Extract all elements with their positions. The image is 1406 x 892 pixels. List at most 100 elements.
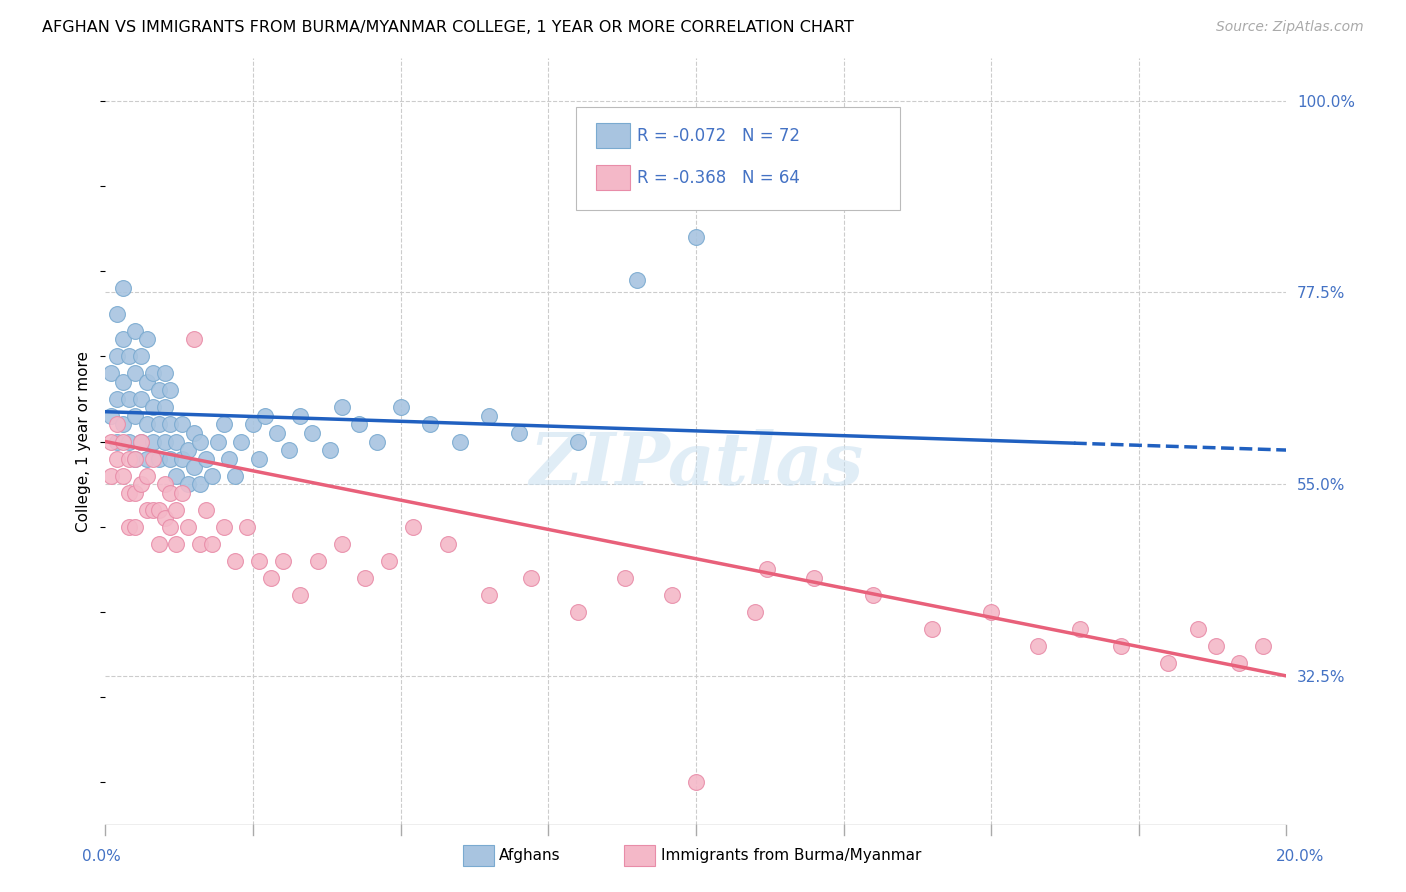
Text: 20.0%: 20.0%	[1277, 849, 1324, 864]
Point	[129, 349, 152, 363]
Point	[135, 417, 157, 432]
Point	[212, 417, 235, 432]
Point	[153, 477, 176, 491]
Point	[124, 409, 146, 423]
Text: College, 1 year or more: College, 1 year or more	[76, 351, 91, 532]
Point	[212, 520, 235, 534]
Point	[118, 392, 141, 406]
Point	[100, 409, 122, 423]
Point	[148, 502, 170, 516]
Text: R = -0.368   N = 64: R = -0.368 N = 64	[637, 169, 800, 186]
Point	[172, 451, 194, 466]
Point	[142, 502, 165, 516]
Point	[177, 520, 200, 534]
Point	[1157, 656, 1180, 670]
Point	[100, 468, 122, 483]
Point	[1205, 639, 1227, 653]
Point	[519, 571, 541, 585]
Point	[112, 281, 135, 295]
Point	[112, 332, 135, 346]
Text: Afghans: Afghans	[499, 848, 561, 863]
Point	[253, 409, 276, 423]
Point	[172, 417, 194, 432]
Point	[105, 307, 128, 321]
Point	[1028, 639, 1050, 653]
Point	[159, 384, 181, 398]
Point	[661, 588, 683, 602]
Point	[129, 434, 152, 449]
Point	[478, 588, 501, 602]
Point	[231, 434, 253, 449]
Point	[105, 392, 128, 406]
Point	[389, 401, 412, 415]
Point	[218, 451, 240, 466]
Point	[135, 502, 157, 516]
Point	[112, 434, 135, 449]
Point	[129, 477, 152, 491]
Point	[148, 384, 170, 398]
Point	[153, 511, 176, 525]
Point	[118, 434, 141, 449]
Text: AFGHAN VS IMMIGRANTS FROM BURMA/MYANMAR COLLEGE, 1 YEAR OR MORE CORRELATION CHAR: AFGHAN VS IMMIGRANTS FROM BURMA/MYANMAR …	[42, 20, 853, 35]
Point	[118, 349, 141, 363]
Point	[165, 502, 187, 516]
Point	[508, 425, 530, 440]
Point	[118, 451, 141, 466]
Point	[201, 468, 224, 483]
Point	[188, 537, 211, 551]
Point	[266, 425, 288, 440]
Point	[105, 349, 128, 363]
Point	[354, 571, 377, 585]
Point	[194, 451, 217, 466]
Point	[148, 417, 170, 432]
Point	[153, 367, 176, 381]
Point	[366, 434, 388, 449]
Point	[153, 434, 176, 449]
Point	[980, 605, 1002, 619]
Point	[165, 468, 187, 483]
Point	[685, 775, 707, 789]
Point	[449, 434, 471, 449]
Point	[207, 434, 229, 449]
Point	[349, 417, 371, 432]
Point	[105, 451, 128, 466]
Point	[135, 332, 157, 346]
Point	[290, 588, 312, 602]
Point	[124, 367, 146, 381]
Point	[135, 375, 157, 389]
Point	[921, 622, 943, 636]
Point	[194, 502, 217, 516]
Point	[142, 367, 165, 381]
Point	[567, 434, 589, 449]
Point	[112, 417, 135, 432]
Point	[290, 409, 312, 423]
Point	[401, 520, 423, 534]
Point	[124, 485, 146, 500]
Point	[142, 401, 165, 415]
Point	[437, 537, 460, 551]
Point	[142, 451, 165, 466]
Point	[100, 367, 122, 381]
Point	[419, 417, 441, 432]
Point	[271, 554, 294, 568]
Point	[1187, 622, 1209, 636]
Point	[242, 417, 264, 432]
Point	[378, 554, 401, 568]
Point	[188, 477, 211, 491]
Point	[118, 520, 141, 534]
Point	[165, 434, 187, 449]
Text: 0.0%: 0.0%	[82, 849, 121, 864]
Point	[165, 537, 187, 551]
Point	[1069, 622, 1091, 636]
Point	[1109, 639, 1132, 653]
Point	[567, 605, 589, 619]
Point	[301, 425, 323, 440]
Text: Immigrants from Burma/Myanmar: Immigrants from Burma/Myanmar	[661, 848, 921, 863]
Point	[159, 451, 181, 466]
Point	[159, 485, 181, 500]
Point	[755, 562, 778, 576]
Point	[319, 443, 342, 458]
Point	[307, 554, 329, 568]
Point	[124, 520, 146, 534]
Text: R = -0.072   N = 72: R = -0.072 N = 72	[637, 127, 800, 145]
